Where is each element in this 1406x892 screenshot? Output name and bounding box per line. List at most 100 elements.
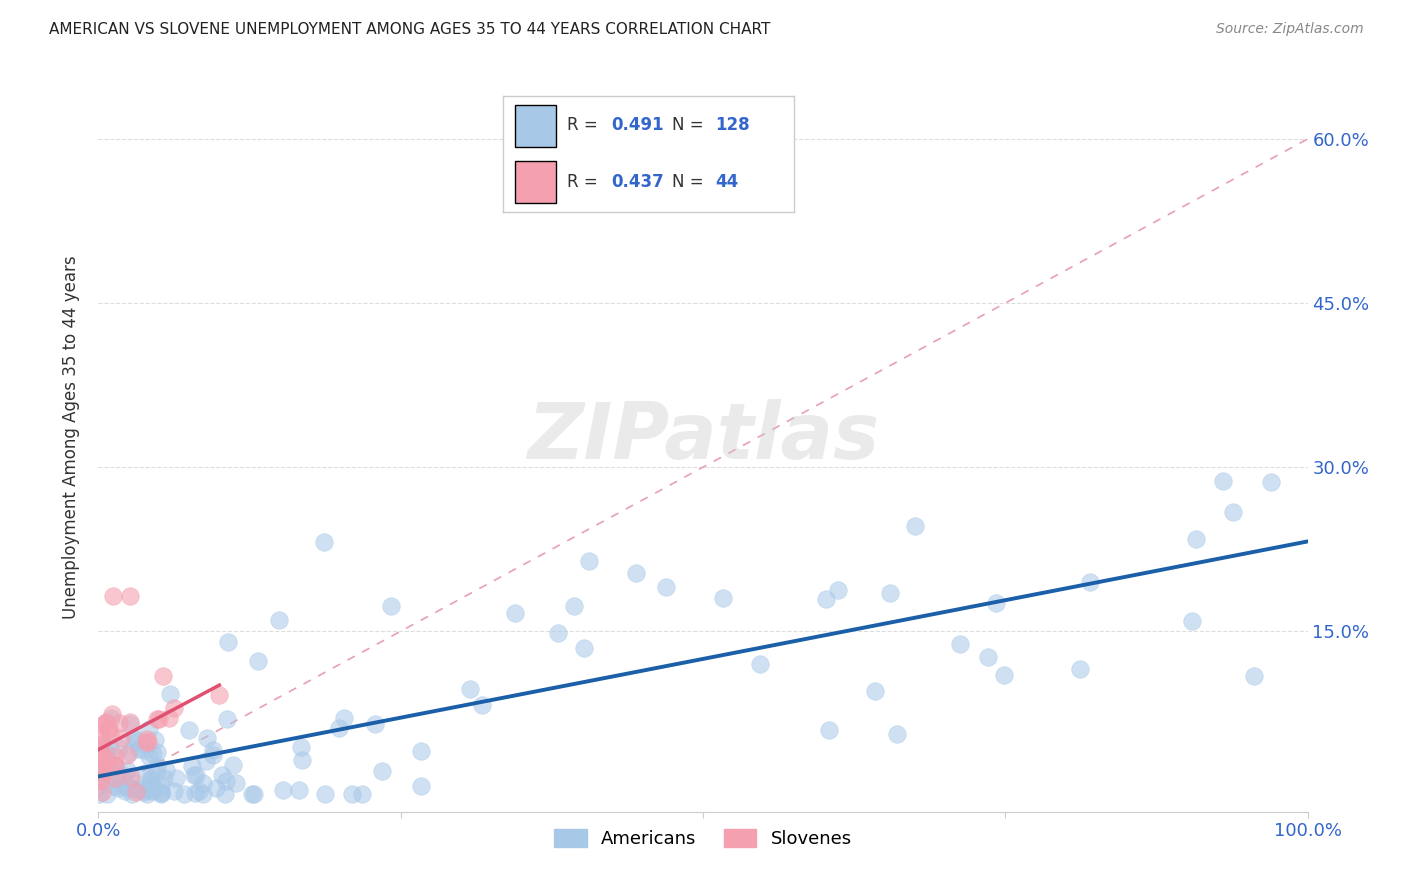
Point — [114, 784, 136, 798]
Point — [205, 781, 228, 796]
Point — [118, 780, 141, 794]
Point — [271, 782, 294, 797]
Point — [122, 731, 145, 746]
Point — [93, 765, 115, 780]
Point — [863, 683, 886, 698]
Point — [177, 723, 200, 737]
Point — [89, 744, 111, 758]
Point — [184, 768, 207, 782]
Point — [118, 773, 141, 788]
Point — [87, 741, 110, 756]
Point — [409, 744, 432, 758]
Point — [986, 596, 1008, 610]
Point — [91, 785, 114, 799]
Point — [100, 763, 122, 777]
Point — [138, 735, 160, 749]
Point — [333, 711, 356, 725]
Point — [141, 784, 163, 798]
Point — [1212, 474, 1234, 488]
Point — [817, 723, 839, 738]
Point — [350, 787, 373, 801]
Point — [146, 745, 169, 759]
Point — [121, 787, 143, 801]
Point — [100, 710, 122, 724]
Point — [948, 637, 970, 651]
Point — [142, 747, 165, 761]
Point — [208, 688, 231, 702]
Point — [89, 773, 111, 788]
Point — [138, 723, 160, 737]
Point — [149, 786, 172, 800]
Point — [505, 606, 527, 620]
Point — [134, 766, 156, 780]
Point — [886, 727, 908, 741]
Point — [380, 599, 402, 613]
Point — [118, 589, 141, 603]
Point — [214, 787, 236, 801]
Point — [93, 772, 115, 787]
Point — [411, 780, 433, 794]
Point — [101, 707, 124, 722]
Point — [93, 716, 115, 731]
Point — [165, 772, 187, 786]
Point — [104, 759, 127, 773]
Point — [94, 754, 117, 768]
Point — [89, 743, 111, 757]
Point — [1185, 532, 1208, 546]
Point — [94, 744, 117, 758]
Point — [139, 776, 162, 790]
Point — [1222, 505, 1244, 519]
Point — [157, 710, 180, 724]
Point — [89, 752, 111, 766]
Point — [1078, 574, 1101, 589]
Point — [267, 613, 290, 627]
Point — [103, 771, 125, 785]
Point — [90, 773, 112, 788]
Point — [626, 566, 648, 581]
Point — [173, 787, 195, 801]
Point — [188, 784, 211, 798]
Point — [135, 735, 157, 749]
Point — [145, 712, 167, 726]
Point — [578, 554, 600, 568]
Point — [711, 591, 734, 605]
Point — [815, 592, 838, 607]
Point — [127, 782, 149, 797]
Point — [134, 783, 156, 797]
Point — [1243, 669, 1265, 683]
Point — [125, 785, 148, 799]
Point — [118, 715, 141, 730]
Point — [94, 714, 117, 729]
Point — [90, 737, 112, 751]
Point — [103, 780, 125, 794]
Point — [91, 731, 114, 745]
Point — [371, 764, 394, 778]
Point — [242, 787, 264, 801]
Point — [150, 779, 173, 793]
Point — [97, 722, 120, 736]
Point — [138, 783, 160, 797]
Point — [291, 753, 314, 767]
Point — [136, 787, 159, 801]
Point — [96, 753, 118, 767]
Point — [202, 747, 225, 762]
Point — [749, 657, 772, 671]
Point — [181, 759, 204, 773]
Point — [904, 519, 927, 533]
Point — [977, 650, 1000, 665]
Point — [114, 780, 136, 794]
Legend: Americans, Slovenes: Americans, Slovenes — [547, 822, 859, 855]
Text: AMERICAN VS SLOVENE UNEMPLOYMENT AMONG AGES 35 TO 44 YEARS CORRELATION CHART: AMERICAN VS SLOVENE UNEMPLOYMENT AMONG A… — [49, 22, 770, 37]
Point — [458, 681, 481, 696]
Point — [150, 787, 173, 801]
Point — [194, 754, 217, 768]
Point — [120, 745, 142, 759]
Point — [87, 787, 110, 801]
Point — [96, 787, 118, 801]
Point — [98, 727, 121, 741]
Point — [150, 784, 173, 798]
Point — [146, 759, 169, 773]
Point — [201, 743, 224, 757]
Point — [183, 786, 205, 800]
Point — [139, 772, 162, 787]
